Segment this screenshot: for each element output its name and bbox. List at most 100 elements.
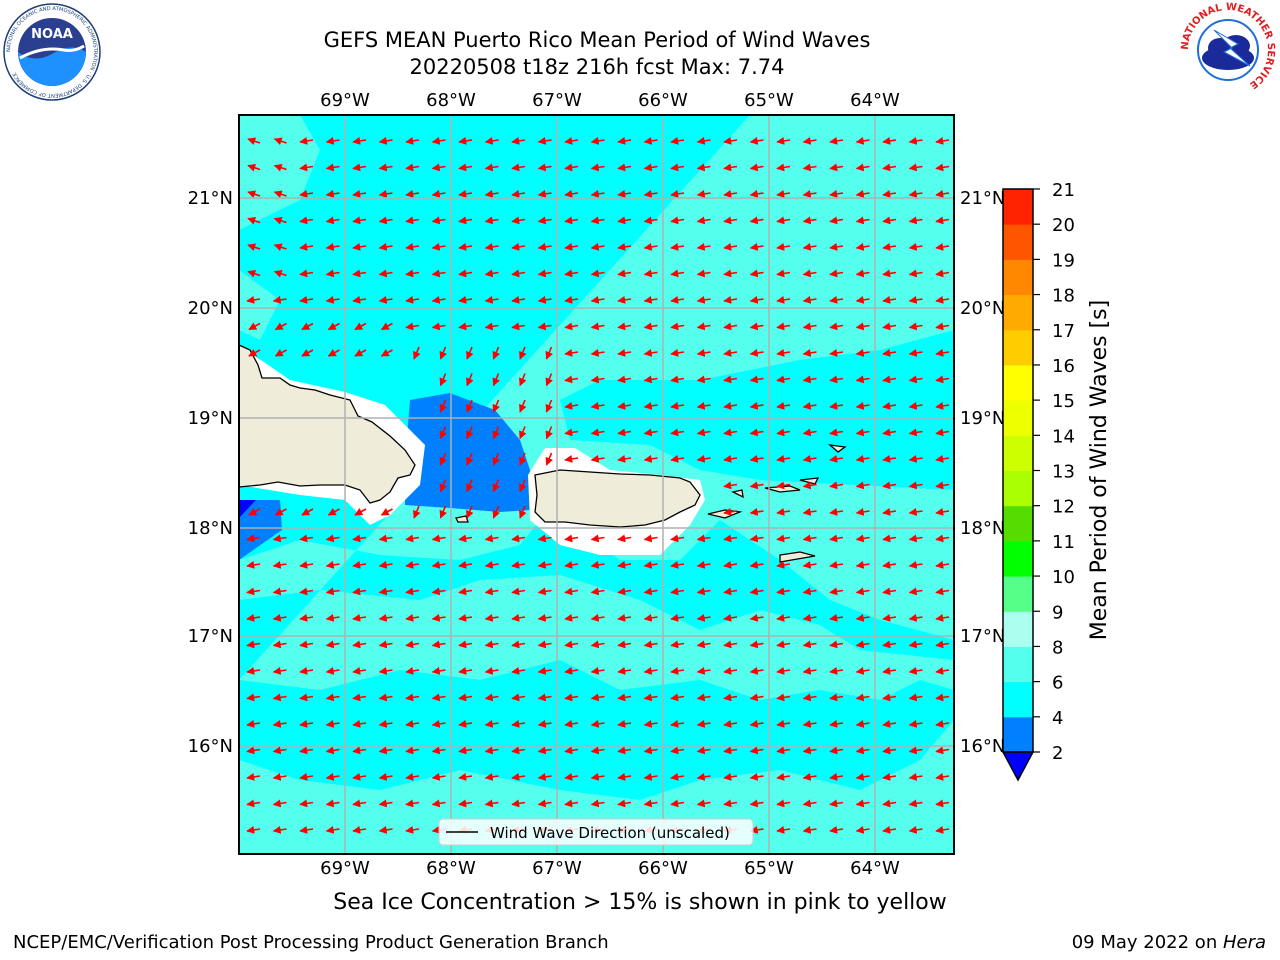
wind-wave-arrow <box>590 454 605 463</box>
wind-wave-arrow <box>378 295 393 304</box>
wind-wave-arrow <box>670 640 685 649</box>
wind-wave-arrow <box>301 508 314 516</box>
wind-wave-arrow <box>882 163 897 172</box>
wind-wave-arrow <box>882 401 897 410</box>
wind-wave-arrow <box>855 693 870 702</box>
wind-wave-arrow <box>537 693 552 702</box>
wind-wave-arrow <box>749 772 764 781</box>
wind-wave-arrow <box>484 163 499 172</box>
wind-wave-arrow <box>776 163 791 172</box>
wind-wave-arrow <box>431 322 446 331</box>
lon-label-66w-top: 66°W <box>638 90 688 111</box>
wind-wave-arrow <box>723 587 738 596</box>
wind-wave-arrow <box>617 136 632 145</box>
wind-wave-arrow <box>855 269 870 278</box>
wind-wave-arrow <box>272 693 287 702</box>
wind-wave-arrow <box>617 242 632 251</box>
wind-wave-arrow <box>882 322 897 331</box>
wind-wave-arrow <box>749 587 764 596</box>
wind-wave-arrow <box>301 322 314 331</box>
wind-wave-arrow <box>511 640 526 649</box>
wind-wave-arrow <box>829 454 844 463</box>
wind-wave-arrow <box>325 587 340 596</box>
wind-wave-arrow <box>749 269 764 278</box>
wind-wave-arrow <box>380 349 393 357</box>
lon-label-68w-top: 68°W <box>426 90 476 111</box>
puerto-rico <box>534 469 701 528</box>
wind-wave-arrow <box>749 454 764 463</box>
wind-wave-arrow <box>466 426 474 440</box>
wind-wave-arrow <box>299 295 314 304</box>
wind-wave-arrow <box>248 508 261 516</box>
wind-wave-arrow <box>670 295 685 304</box>
wind-wave-arrow <box>545 452 553 466</box>
wind-wave-arrow <box>908 163 923 172</box>
wind-wave-arrow <box>935 322 950 331</box>
wind-wave-arrow <box>564 401 579 410</box>
colorbar-band <box>1003 540 1033 577</box>
wind-wave-arrow <box>325 746 340 755</box>
colorbar-tick-label: 19 <box>1052 250 1075 271</box>
colorbar-band <box>1003 259 1033 296</box>
wind-wave-arrow <box>519 426 527 440</box>
wind-wave-arrow <box>431 136 446 145</box>
wind-wave-arrow <box>519 505 527 519</box>
wind-wave-arrow <box>882 640 897 649</box>
wind-wave-arrow <box>272 825 287 834</box>
wind-wave-arrow <box>935 534 950 543</box>
wind-wave-arrow <box>378 534 393 543</box>
wind-wave-arrow <box>590 772 605 781</box>
wind-wave-arrow <box>882 216 897 225</box>
wind-wave-arrow <box>301 349 314 357</box>
wind-wave-arrow <box>352 216 367 225</box>
wind-wave-arrow <box>458 322 473 331</box>
wind-wave-arrow <box>643 136 658 145</box>
wind-wave-arrow <box>855 560 870 569</box>
wind-wave-arrow <box>537 136 552 145</box>
wind-wave-arrow <box>935 136 950 145</box>
wind-wave-arrow <box>617 613 632 622</box>
wind-wave-arrow <box>908 560 923 569</box>
wind-wave-arrow <box>458 295 473 304</box>
wind-wave-arrow <box>749 613 764 622</box>
wind-wave-arrow <box>274 349 287 357</box>
wind-wave-arrow <box>564 534 579 543</box>
wind-wave-arrow <box>590 587 605 596</box>
wind-wave-arrow <box>802 428 817 437</box>
wind-wave-arrow <box>564 693 579 702</box>
wind-wave-arrow <box>829 216 844 225</box>
wind-wave-arrow <box>352 799 367 808</box>
wind-wave-arrow <box>466 399 474 413</box>
wind-wave-arrow <box>352 534 367 543</box>
wind-wave-arrow <box>590 666 605 675</box>
lat-label-19n-left: 19°N <box>188 408 233 429</box>
wind-wave-arrow <box>299 799 314 808</box>
wind-wave-arrow <box>431 560 446 569</box>
wind-wave-arrow <box>617 534 632 543</box>
wind-wave-arrow <box>696 719 711 728</box>
wind-wave-arrow <box>855 216 870 225</box>
map-area <box>239 115 954 854</box>
wind-wave-arrow <box>829 401 844 410</box>
wind-wave-arrow <box>299 587 314 596</box>
wind-wave-arrow <box>696 693 711 702</box>
lat-labels-left: 21°N 20°N 19°N 18°N 17°N 16°N <box>188 188 233 757</box>
wind-wave-arrow <box>327 349 340 357</box>
colorbar-tick-label: 11 <box>1052 532 1075 553</box>
wind-wave-arrow <box>696 587 711 596</box>
wind-wave-arrow <box>882 825 897 834</box>
wind-wave-arrow <box>829 481 844 490</box>
wind-wave-arrow <box>511 799 526 808</box>
wind-wave-arrow <box>882 613 897 622</box>
wind-wave-arrow <box>378 587 393 596</box>
wind-wave-arrow <box>564 189 579 198</box>
wind-wave-arrow <box>327 508 340 516</box>
wind-wave-arrow <box>299 163 314 172</box>
wind-wave-arrow <box>617 163 632 172</box>
wind-wave-arrow <box>484 189 499 198</box>
wind-wave-arrow <box>617 560 632 569</box>
wind-wave-arrow <box>643 348 658 357</box>
wind-wave-arrow <box>617 295 632 304</box>
wind-wave-arrow <box>749 242 764 251</box>
wind-wave-arrow <box>299 242 314 251</box>
